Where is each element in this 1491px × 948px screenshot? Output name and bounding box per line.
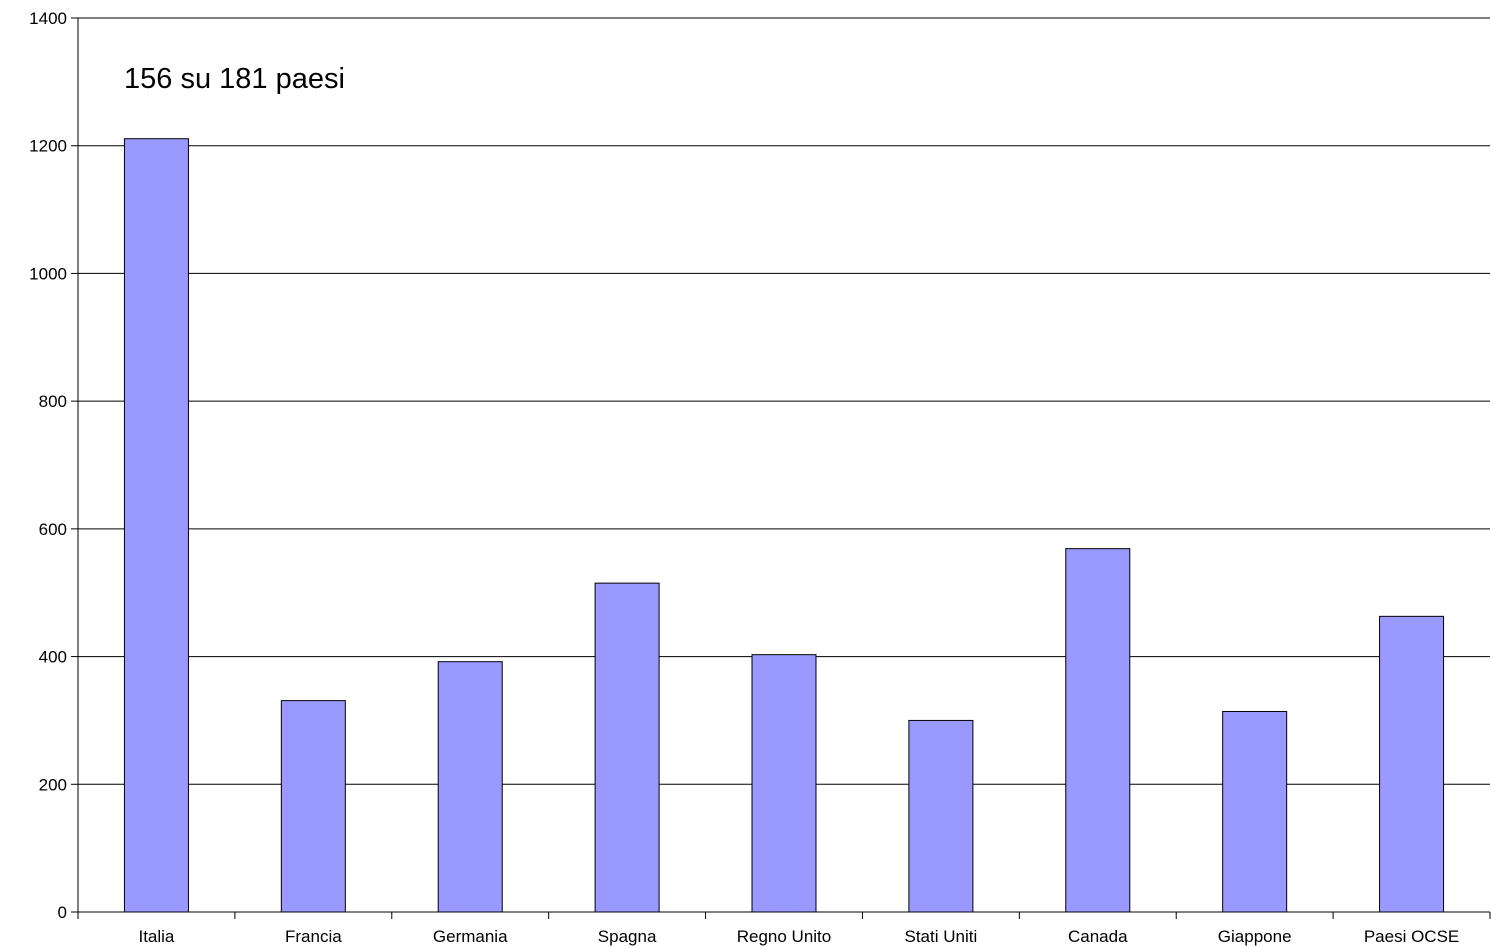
category-label: Giappone <box>1218 927 1292 946</box>
bar-italia <box>123 138 189 913</box>
category-label: Regno Unito <box>737 927 832 946</box>
chart-annotation: 156 su 181 paesi <box>124 63 345 95</box>
bar-spagna <box>594 582 660 913</box>
bar-paesi-ocse <box>1379 615 1445 913</box>
bar-germania <box>437 661 503 913</box>
bars <box>123 138 1445 913</box>
bar-stati-uniti <box>908 719 974 913</box>
y-tick-label: 1000 <box>29 264 67 283</box>
category-labels: Italia Francia Germania Spagna Regno Unito St… <box>138 927 1459 946</box>
axes <box>71 17 1491 919</box>
y-tick-label: 1200 <box>29 137 67 156</box>
category-label: Francia <box>285 927 342 946</box>
bar-giappone <box>1222 710 1288 913</box>
bar-regno-unito <box>751 654 817 913</box>
y-tick-label: 200 <box>39 775 67 794</box>
y-tick-label: 400 <box>39 648 67 667</box>
y-tick-labels: 0 200 400 600 800 1000 1200 1400 <box>29 9 67 922</box>
bar-canada <box>1065 548 1131 913</box>
category-label: Paesi OCSE <box>1364 927 1459 946</box>
category-label: Stati Uniti <box>905 927 978 946</box>
y-tick-label: 1400 <box>29 9 67 28</box>
y-tick-label: 800 <box>39 392 67 411</box>
category-label: Canada <box>1068 927 1128 946</box>
y-tick-label: 0 <box>58 903 67 922</box>
bar-francia <box>280 700 346 913</box>
category-label: Italia <box>138 927 174 946</box>
category-label: Spagna <box>598 927 657 946</box>
y-tick-label: 600 <box>39 520 67 539</box>
category-label: Germania <box>433 927 508 946</box>
grid-lines <box>78 17 1490 785</box>
